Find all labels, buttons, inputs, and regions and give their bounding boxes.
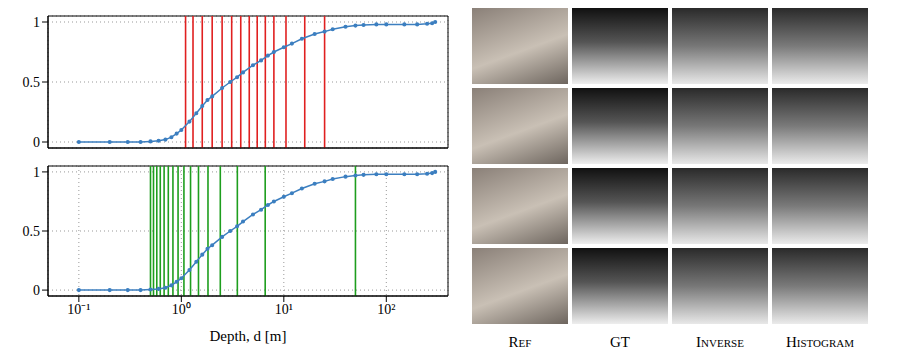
svg-text:0: 0 [33, 135, 40, 150]
html-text:Inverse: Inverse [696, 334, 744, 350]
svg-text:0: 0 [33, 283, 40, 298]
svg-text:10⁰: 10⁰ [172, 302, 191, 317]
html-text:Ref: Ref [508, 334, 532, 350]
svg-text:10¹: 10¹ [275, 302, 293, 317]
svg-text:0.5: 0.5 [23, 224, 41, 239]
svg-text:10⁻¹: 10⁻¹ [67, 302, 90, 317]
html-text:GT: GT [610, 334, 630, 350]
svg-text:1: 1 [33, 165, 40, 180]
svg-text:1: 1 [33, 15, 40, 30]
html-text:Histogram: Histogram [786, 334, 854, 350]
svg-text:0.5: 0.5 [23, 75, 41, 90]
svg-text:Depth, d [m]: Depth, d [m] [209, 328, 286, 344]
svg-text:10²: 10² [377, 302, 395, 317]
